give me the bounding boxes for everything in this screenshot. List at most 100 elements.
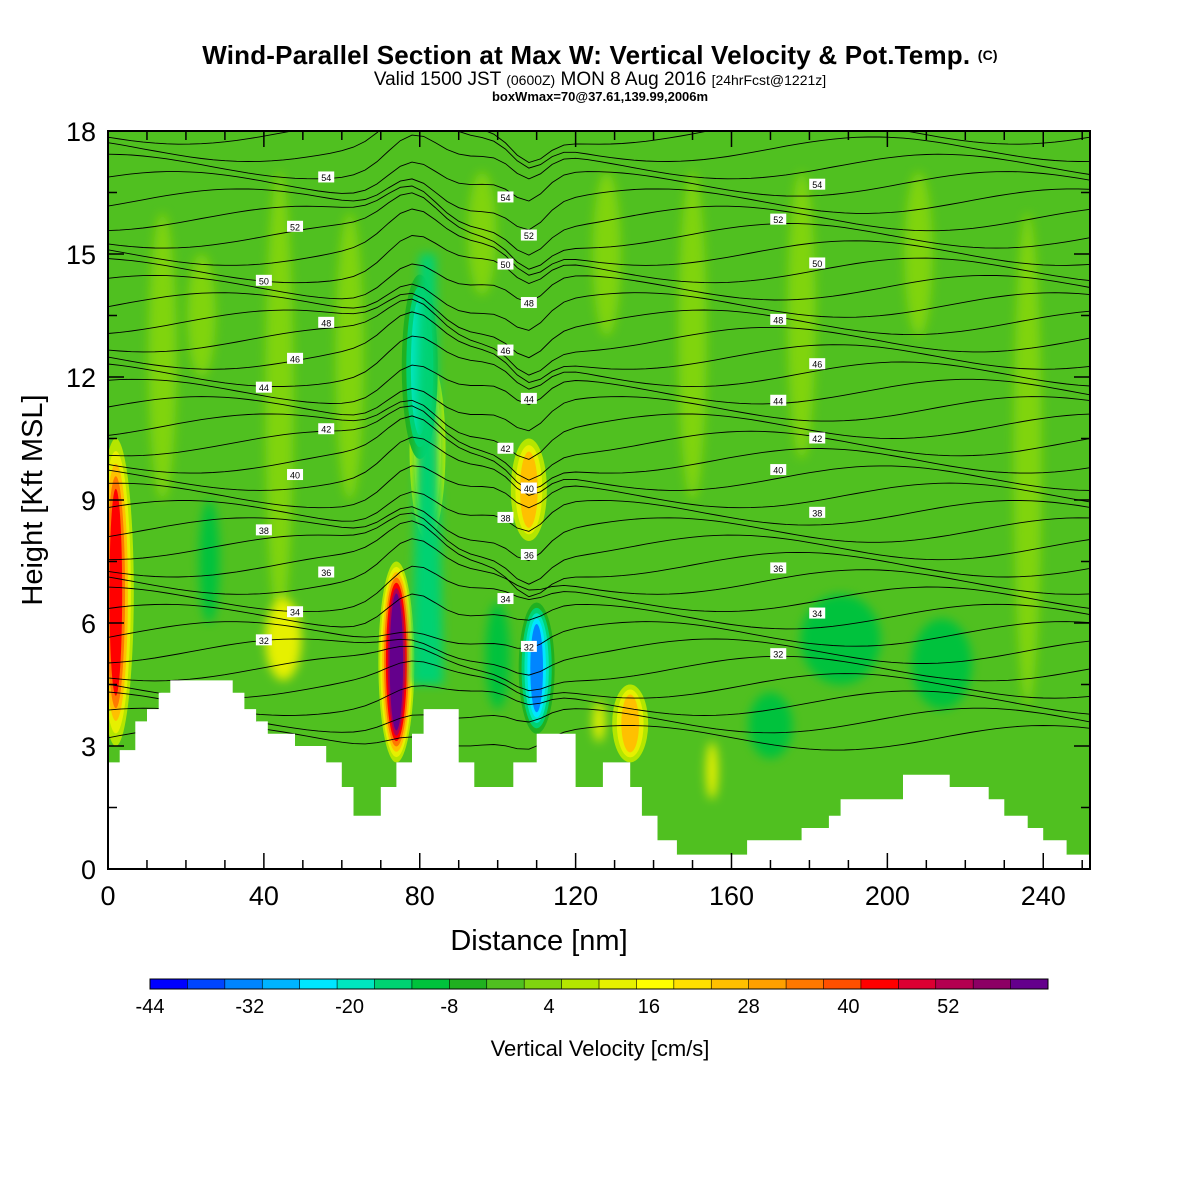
weak-updraft-band: [592, 172, 621, 336]
theta-contour-line: [108, 283, 1090, 331]
downdraft-core: [530, 623, 544, 713]
weak-updraft-band: [265, 172, 294, 623]
theta-label-bg: [770, 648, 787, 660]
theta-contour-label: 36: [321, 568, 331, 578]
weak-updraft-band: [678, 172, 707, 500]
theta-label-bg: [318, 566, 335, 578]
theta-contour-line: [108, 621, 1090, 650]
colorbar-label: Vertical Velocity [cm/s]: [490, 1036, 710, 1061]
theta-label-bg: [287, 606, 304, 618]
colorbar-swatch: [524, 979, 563, 989]
colorbar-swatch: [337, 979, 375, 989]
weak-updraft-band: [904, 172, 933, 336]
theta-label-bg: [255, 634, 272, 646]
theta-contour-line: [108, 491, 1090, 532]
theta-contour-line: [108, 134, 1090, 180]
theta-contour-label: 50: [259, 276, 269, 286]
theta-contour-label: 40: [773, 466, 783, 476]
colorbar-tick-label: -20: [335, 996, 364, 1018]
theta-contour-line: [108, 707, 1090, 734]
theta-label-bg: [287, 220, 304, 232]
theta-contour-line: [108, 311, 1090, 383]
theta-label-bg: [255, 274, 272, 286]
colorbar-swatch: [262, 979, 301, 989]
colorbar-swatch: [823, 979, 862, 989]
theta-label-bg: [770, 313, 787, 325]
theta-contour-line: [108, 565, 1090, 613]
theta-label-bg: [497, 344, 514, 356]
weak-updraft-band: [335, 213, 364, 500]
theta-label-bg: [520, 297, 537, 309]
title-block: Wind-Parallel Section at Max W: Vertical…: [0, 40, 1200, 104]
updraft-plume: [378, 561, 415, 763]
chart-title: Wind-Parallel Section at Max W: Vertical…: [0, 40, 1200, 70]
theta-label-bg: [520, 640, 537, 652]
theta-label-bg: [318, 423, 335, 435]
theta-contour-line: [108, 192, 1090, 270]
moderate-updraft-area: [706, 741, 719, 800]
theta-contour-label: 54: [500, 193, 510, 203]
theta-label-bg: [809, 178, 826, 190]
y-axis-label: Height [Kft MSL]: [17, 394, 49, 605]
theta-contour-label: 34: [500, 595, 510, 605]
theta-contour-label: 46: [812, 360, 822, 370]
chart-title-text: Wind-Parallel Section at Max W: Vertical…: [202, 40, 971, 70]
updraft-core: [621, 694, 640, 753]
theta-contour-line: [108, 538, 1090, 595]
theta-contour-line: [108, 263, 1090, 303]
weak-downdraft-area: [199, 500, 220, 623]
colorbar-tick-label: 16: [638, 996, 660, 1018]
colorbar-swatch: [860, 979, 899, 989]
theta-contour-label: 50: [500, 260, 510, 270]
theta-contour-label: 48: [524, 299, 534, 309]
colorbar-tick-label: -44: [136, 996, 165, 1018]
theta-contour-line: [108, 506, 1090, 561]
theta-contour-label: 48: [773, 315, 783, 325]
theta-contour-label: 32: [524, 642, 534, 652]
theta-contour-label: 54: [321, 173, 331, 183]
colorbar-swatch: [786, 979, 824, 989]
theta-label-bg: [809, 432, 826, 444]
colorbar-swatch: [898, 979, 937, 989]
x-tick-label: 40: [249, 881, 279, 911]
utc-time: (0600Z): [506, 72, 556, 88]
theta-contour-line: [108, 399, 1090, 460]
y-tick-label: 12: [66, 363, 96, 393]
weak-updraft-band: [148, 213, 177, 500]
theta-contour-line: [108, 645, 1090, 692]
colorbar-swatch: [673, 979, 712, 989]
theta-label-bg: [497, 191, 514, 203]
theta-contour-label: 38: [812, 508, 822, 518]
theta-contour-label: 36: [773, 564, 783, 574]
theta-contour-line: [108, 185, 1090, 256]
colorbar: -44 -32 -20 -8 4 16 28 40 52: [136, 978, 1049, 1018]
weak-updraft-band: [187, 254, 216, 377]
theta-contour-label: 44: [259, 383, 269, 393]
theta-contour-label: 54: [812, 180, 822, 190]
colorbar-swatch: [636, 979, 675, 989]
theta-contour-label: 48: [321, 318, 331, 328]
copyright-mark: (C): [977, 47, 998, 63]
theta-label-bg: [318, 316, 335, 328]
theta-label-bg: [497, 511, 514, 523]
chart-subtitle: Valid 1500 JST (0600Z) MON 8 Aug 2016 [2…: [0, 70, 1200, 90]
x-tick-label: 120: [553, 881, 598, 911]
colorbar-swatch: [973, 979, 1012, 989]
theta-label-bg: [520, 392, 537, 404]
theta-contour-label: 38: [500, 513, 510, 523]
x-axis-label: Distance [nm]: [450, 925, 627, 957]
colorbar-swatch: [449, 979, 488, 989]
x-tick-label: 240: [1021, 881, 1066, 911]
theta-label-bg: [770, 562, 787, 574]
theta-contour-line: [108, 436, 1090, 496]
theta-contour-label: 40: [290, 471, 300, 481]
theta-label-bg: [520, 229, 537, 241]
theta-label-bg: [497, 442, 514, 454]
theta-contour-line: [108, 178, 1090, 231]
colorbar-swatch: [599, 979, 637, 989]
updraft-plume: [108, 438, 134, 746]
forecast-info: [24hrFcst@1221z]: [711, 72, 827, 88]
theta-contour-label: 40: [524, 484, 534, 494]
updraft-core: [109, 488, 123, 696]
